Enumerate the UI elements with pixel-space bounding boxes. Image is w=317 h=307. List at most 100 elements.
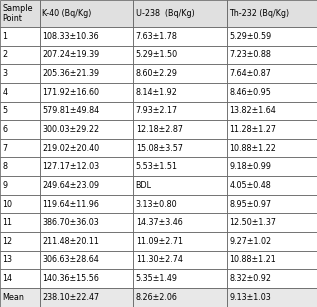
Text: 205.36±21.39: 205.36±21.39 bbox=[42, 69, 99, 78]
Bar bbox=[0, 288, 40, 306]
Bar bbox=[133, 64, 227, 83]
Text: 7.23±0.88: 7.23±0.88 bbox=[229, 50, 271, 60]
Bar bbox=[227, 213, 317, 232]
Text: 8.46±0.95: 8.46±0.95 bbox=[229, 88, 271, 97]
Bar bbox=[0, 232, 40, 251]
Text: 249.64±23.09: 249.64±23.09 bbox=[42, 181, 99, 190]
Text: 108.33±10.36: 108.33±10.36 bbox=[42, 32, 99, 41]
Bar bbox=[227, 102, 317, 120]
Bar bbox=[227, 46, 317, 64]
Bar bbox=[133, 120, 227, 139]
Bar bbox=[227, 195, 317, 213]
Text: Th-232 (Bq/Kg): Th-232 (Bq/Kg) bbox=[229, 9, 289, 18]
Text: 14.37±3.46: 14.37±3.46 bbox=[136, 218, 182, 227]
Bar bbox=[227, 0, 317, 27]
Bar bbox=[133, 176, 227, 195]
Text: 7.93±2.17: 7.93±2.17 bbox=[136, 106, 178, 115]
Bar bbox=[133, 83, 227, 102]
Text: 5: 5 bbox=[3, 106, 8, 115]
Bar bbox=[133, 139, 227, 157]
Bar bbox=[40, 0, 133, 27]
Text: 386.70±36.03: 386.70±36.03 bbox=[42, 218, 99, 227]
Bar bbox=[0, 120, 40, 139]
Text: 7.64±0.87: 7.64±0.87 bbox=[229, 69, 271, 78]
Bar bbox=[227, 157, 317, 176]
Bar bbox=[40, 83, 133, 102]
Bar bbox=[227, 83, 317, 102]
Text: U-238  (Bq/Kg): U-238 (Bq/Kg) bbox=[136, 9, 194, 18]
Text: 8.60±2.29: 8.60±2.29 bbox=[136, 69, 178, 78]
Text: K-40 (Bq/Kg): K-40 (Bq/Kg) bbox=[42, 9, 92, 18]
Bar bbox=[40, 157, 133, 176]
Text: 4.05±0.48: 4.05±0.48 bbox=[229, 181, 271, 190]
Text: 10.88±1.22: 10.88±1.22 bbox=[229, 144, 276, 153]
Text: 6: 6 bbox=[3, 125, 8, 134]
Bar bbox=[40, 288, 133, 306]
Bar bbox=[40, 251, 133, 269]
Text: 140.36±15.56: 140.36±15.56 bbox=[42, 274, 99, 283]
Text: 15.08±3.57: 15.08±3.57 bbox=[136, 144, 183, 153]
Bar bbox=[133, 46, 227, 64]
Bar bbox=[227, 120, 317, 139]
Bar bbox=[0, 27, 40, 46]
Text: 5.29±0.59: 5.29±0.59 bbox=[229, 32, 271, 41]
Bar bbox=[133, 251, 227, 269]
Bar bbox=[227, 232, 317, 251]
Text: 1: 1 bbox=[3, 32, 8, 41]
Text: 11.28±1.27: 11.28±1.27 bbox=[229, 125, 276, 134]
Bar bbox=[0, 176, 40, 195]
Text: 13.82±1.64: 13.82±1.64 bbox=[229, 106, 276, 115]
Bar bbox=[40, 27, 133, 46]
Text: 9: 9 bbox=[3, 181, 8, 190]
Text: 12.18±2.87: 12.18±2.87 bbox=[136, 125, 183, 134]
Text: 9.13±1.03: 9.13±1.03 bbox=[229, 293, 271, 302]
Bar bbox=[227, 176, 317, 195]
Bar bbox=[0, 46, 40, 64]
Bar bbox=[0, 213, 40, 232]
Bar bbox=[227, 251, 317, 269]
Bar bbox=[0, 0, 40, 27]
Text: 579.81±49.84: 579.81±49.84 bbox=[42, 106, 99, 115]
Text: 211.48±20.11: 211.48±20.11 bbox=[42, 237, 99, 246]
Bar bbox=[0, 269, 40, 288]
Text: 300.03±29.22: 300.03±29.22 bbox=[42, 125, 99, 134]
Text: 8: 8 bbox=[3, 162, 8, 171]
Bar bbox=[133, 269, 227, 288]
Text: 7: 7 bbox=[3, 144, 8, 153]
Text: 7.63±1.78: 7.63±1.78 bbox=[136, 32, 178, 41]
Bar bbox=[0, 251, 40, 269]
Text: 11: 11 bbox=[3, 218, 13, 227]
Text: 5.53±1.51: 5.53±1.51 bbox=[136, 162, 178, 171]
Text: 11.09±2.71: 11.09±2.71 bbox=[136, 237, 183, 246]
Text: 12: 12 bbox=[3, 237, 13, 246]
Bar bbox=[0, 83, 40, 102]
Text: 3: 3 bbox=[3, 69, 8, 78]
Text: 13: 13 bbox=[3, 255, 13, 264]
Bar bbox=[40, 64, 133, 83]
Text: 171.92±16.60: 171.92±16.60 bbox=[42, 88, 99, 97]
Text: 119.64±11.96: 119.64±11.96 bbox=[42, 200, 99, 208]
Text: 238.10±22.47: 238.10±22.47 bbox=[42, 293, 99, 302]
Text: BDL: BDL bbox=[136, 181, 152, 190]
Text: 219.02±20.40: 219.02±20.40 bbox=[42, 144, 99, 153]
Text: 8.26±2.06: 8.26±2.06 bbox=[136, 293, 178, 302]
Bar bbox=[0, 139, 40, 157]
Text: 10: 10 bbox=[3, 200, 13, 208]
Text: 11.30±2.74: 11.30±2.74 bbox=[136, 255, 183, 264]
Bar bbox=[0, 157, 40, 176]
Bar bbox=[227, 139, 317, 157]
Text: 5.29±1.50: 5.29±1.50 bbox=[136, 50, 178, 60]
Bar bbox=[0, 64, 40, 83]
Bar bbox=[40, 102, 133, 120]
Text: 4: 4 bbox=[3, 88, 8, 97]
Bar bbox=[227, 27, 317, 46]
Bar bbox=[40, 232, 133, 251]
Bar bbox=[133, 232, 227, 251]
Bar bbox=[0, 195, 40, 213]
Text: 306.63±28.64: 306.63±28.64 bbox=[42, 255, 99, 264]
Bar bbox=[227, 64, 317, 83]
Bar bbox=[133, 102, 227, 120]
Text: Sample
Point: Sample Point bbox=[3, 4, 33, 23]
Bar bbox=[227, 269, 317, 288]
Bar bbox=[40, 213, 133, 232]
